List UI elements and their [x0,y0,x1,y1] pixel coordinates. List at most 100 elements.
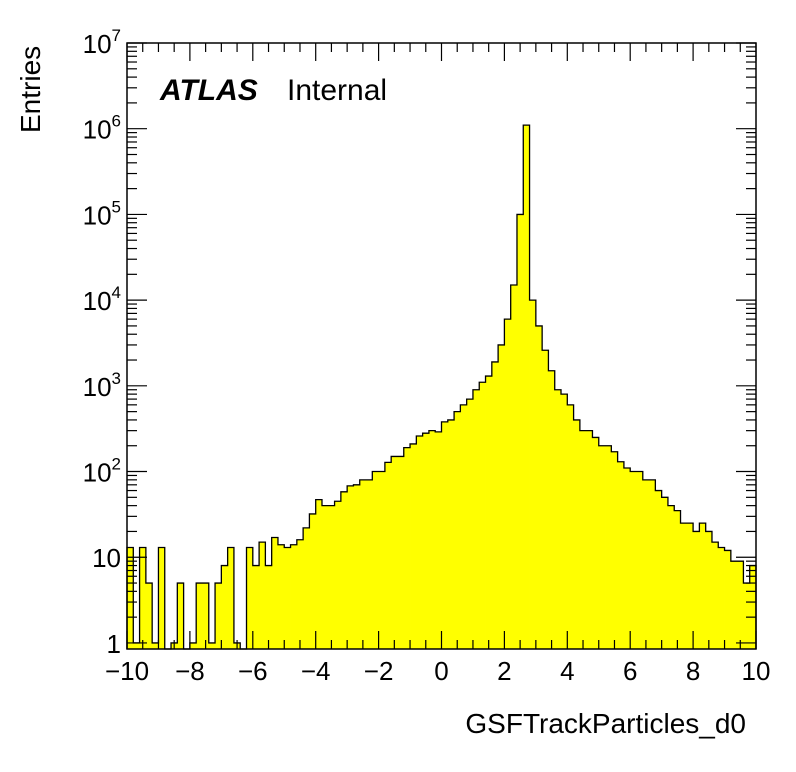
x-tick-label: 4 [560,656,574,686]
x-tick-label: 6 [623,656,637,686]
histogram-bin [567,404,574,649]
histogram-bin [321,505,329,649]
histogram-bin [529,300,537,649]
histogram-bin [189,642,197,649]
histogram-bin [177,583,185,649]
x-tick-label: −10 [105,656,149,686]
histogram-bin [661,497,669,649]
histogram-bin [271,537,279,649]
histogram-bin [485,376,493,649]
histogram-bin [466,399,474,649]
histogram-bin [649,479,656,649]
histogram-bin [133,642,140,649]
histogram-bin [202,583,210,649]
histogram-bin [605,445,612,649]
histogram-bin [655,490,663,649]
x-tick-labels: −10 −8 −6 −4 −2 0 2 4 6 8 10 [105,656,771,686]
histogram-bin [359,479,367,649]
x-tick-label: −8 [175,656,205,686]
x-tick-label: 2 [497,656,511,686]
y-tick-label: 106 [83,112,121,145]
histogram-bin [699,523,707,649]
x-tick-label: −2 [364,656,394,686]
y-tick-label: 105 [83,197,121,230]
atlas-label: ATLAS [159,74,258,107]
histogram-bin [498,344,505,649]
histogram-bin [542,350,549,649]
axis-ticks [126,42,757,649]
histogram-bin [724,550,732,649]
histogram-bin [554,389,562,649]
histogram-bin [516,214,524,649]
histogram-bin [749,565,757,649]
x-tick-label: −6 [238,656,268,686]
histogram-bin [561,394,568,649]
histogram-bin [347,485,354,649]
histogram-bin [718,547,725,649]
histogram-bin [215,583,222,649]
histogram-bin [208,642,216,649]
y-tick-label: 1 [107,629,121,659]
histogram-bars [126,124,757,650]
histogram-bin [366,479,373,649]
histogram-bin [145,583,153,649]
histogram-bin [737,561,744,649]
histogram-bin [535,325,543,649]
histogram-bin [416,435,424,649]
histogram-bin [277,544,285,649]
histogram-bin [372,471,379,649]
histogram-bin [680,523,688,649]
histogram-bin [611,451,619,649]
histogram-bin [460,404,468,649]
x-tick-label: 0 [434,656,448,686]
y-tick-label: 103 [83,369,121,402]
histogram-bin [667,505,675,649]
histogram-bin [378,471,386,649]
histogram-bin [152,642,159,649]
histogram-bin [592,437,600,649]
histogram-bin [252,565,260,649]
histogram-bin [334,501,342,649]
y-tick-label: 107 [83,26,121,59]
histogram-bin [730,561,738,649]
internal-label: Internal [287,74,387,107]
histogram-outline [126,124,757,650]
histogram-bin [674,510,681,649]
histogram-bin [315,499,323,649]
histogram-bin [259,542,266,649]
histogram-bin [693,531,700,649]
histogram-bin [397,456,405,649]
histogram-bin [636,471,644,649]
histogram-bin [127,547,134,649]
histogram-bin [403,447,411,649]
histogram-bin [642,479,650,649]
histogram-bin [196,583,203,649]
histogram-bin [391,456,398,649]
histogram-bin [472,389,480,649]
histogram-bin [454,411,461,649]
histogram-bin [410,443,417,649]
histogram-bin [586,430,593,649]
histogram-bin [711,542,719,649]
histogram-bin [435,431,442,649]
histogram-bin [422,433,430,649]
y-tick-label: 104 [83,283,121,316]
histogram-bin [158,547,166,649]
x-axis-label: GSFTrackParticles_d0 [465,708,746,739]
histogram-bin [353,484,361,649]
x-tick-label: −4 [301,656,331,686]
histogram-bin [296,539,304,649]
histogram-bin [227,547,235,649]
histogram-bin [290,544,298,649]
histogram-bin [598,445,606,649]
histogram-bin [284,547,291,649]
histogram-bin [623,467,631,649]
histogram-bin [504,319,512,649]
histogram-bin [447,419,455,649]
histogram-bin [340,491,348,649]
y-tick-label: 10 [92,543,121,573]
histogram-bin [491,361,499,649]
histogram-bin [617,461,625,649]
histogram-bin [428,430,436,649]
